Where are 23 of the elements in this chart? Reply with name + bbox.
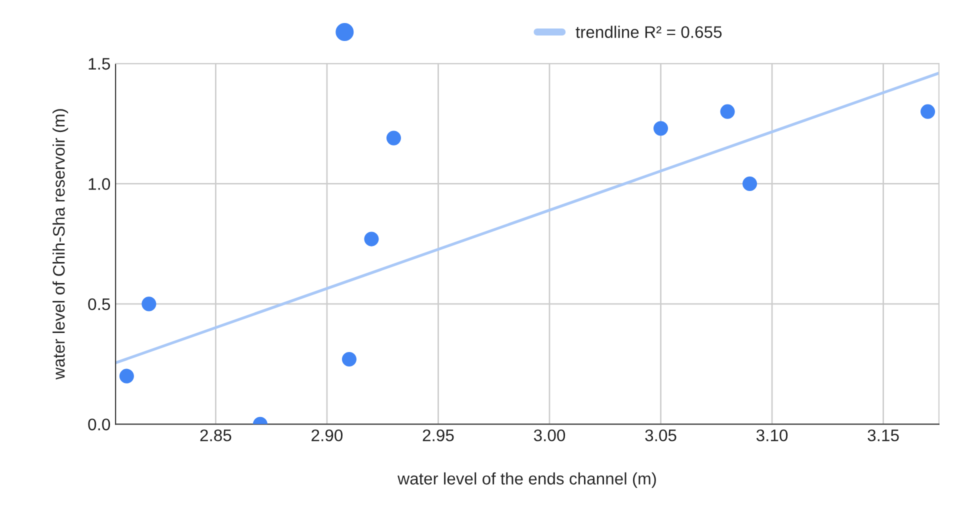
point bbox=[364, 232, 379, 246]
y-tick-label: 1.5 bbox=[88, 58, 110, 70]
x-tick-label: 3.10 bbox=[756, 429, 788, 442]
x-tick-label: 3.15 bbox=[868, 429, 899, 442]
point bbox=[742, 176, 758, 192]
y-axis-title: water level of Chih-Sha reservoir (m) bbox=[52, 109, 68, 380]
legend-label: trendline R² = 0.655 bbox=[576, 26, 722, 38]
point bbox=[142, 296, 156, 312]
y-tick-label: 0.0 bbox=[88, 418, 110, 430]
point bbox=[119, 368, 134, 384]
point bbox=[386, 130, 402, 146]
x-tick-label: 2.95 bbox=[422, 429, 454, 442]
x-tick-label: 2.85 bbox=[200, 429, 232, 442]
y-tick-label: 1.0 bbox=[88, 178, 110, 190]
point bbox=[920, 104, 936, 119]
y-tick-label: 0.5 bbox=[88, 298, 110, 310]
x-tick-label: 2.90 bbox=[312, 429, 343, 442]
x-axis-title: water level of the ends channel (m) bbox=[398, 472, 656, 488]
point bbox=[720, 104, 735, 119]
point bbox=[342, 352, 356, 367]
point bbox=[653, 121, 668, 136]
x-tick-label: 3.05 bbox=[645, 429, 676, 442]
x-tick-label: 3.00 bbox=[534, 429, 566, 442]
